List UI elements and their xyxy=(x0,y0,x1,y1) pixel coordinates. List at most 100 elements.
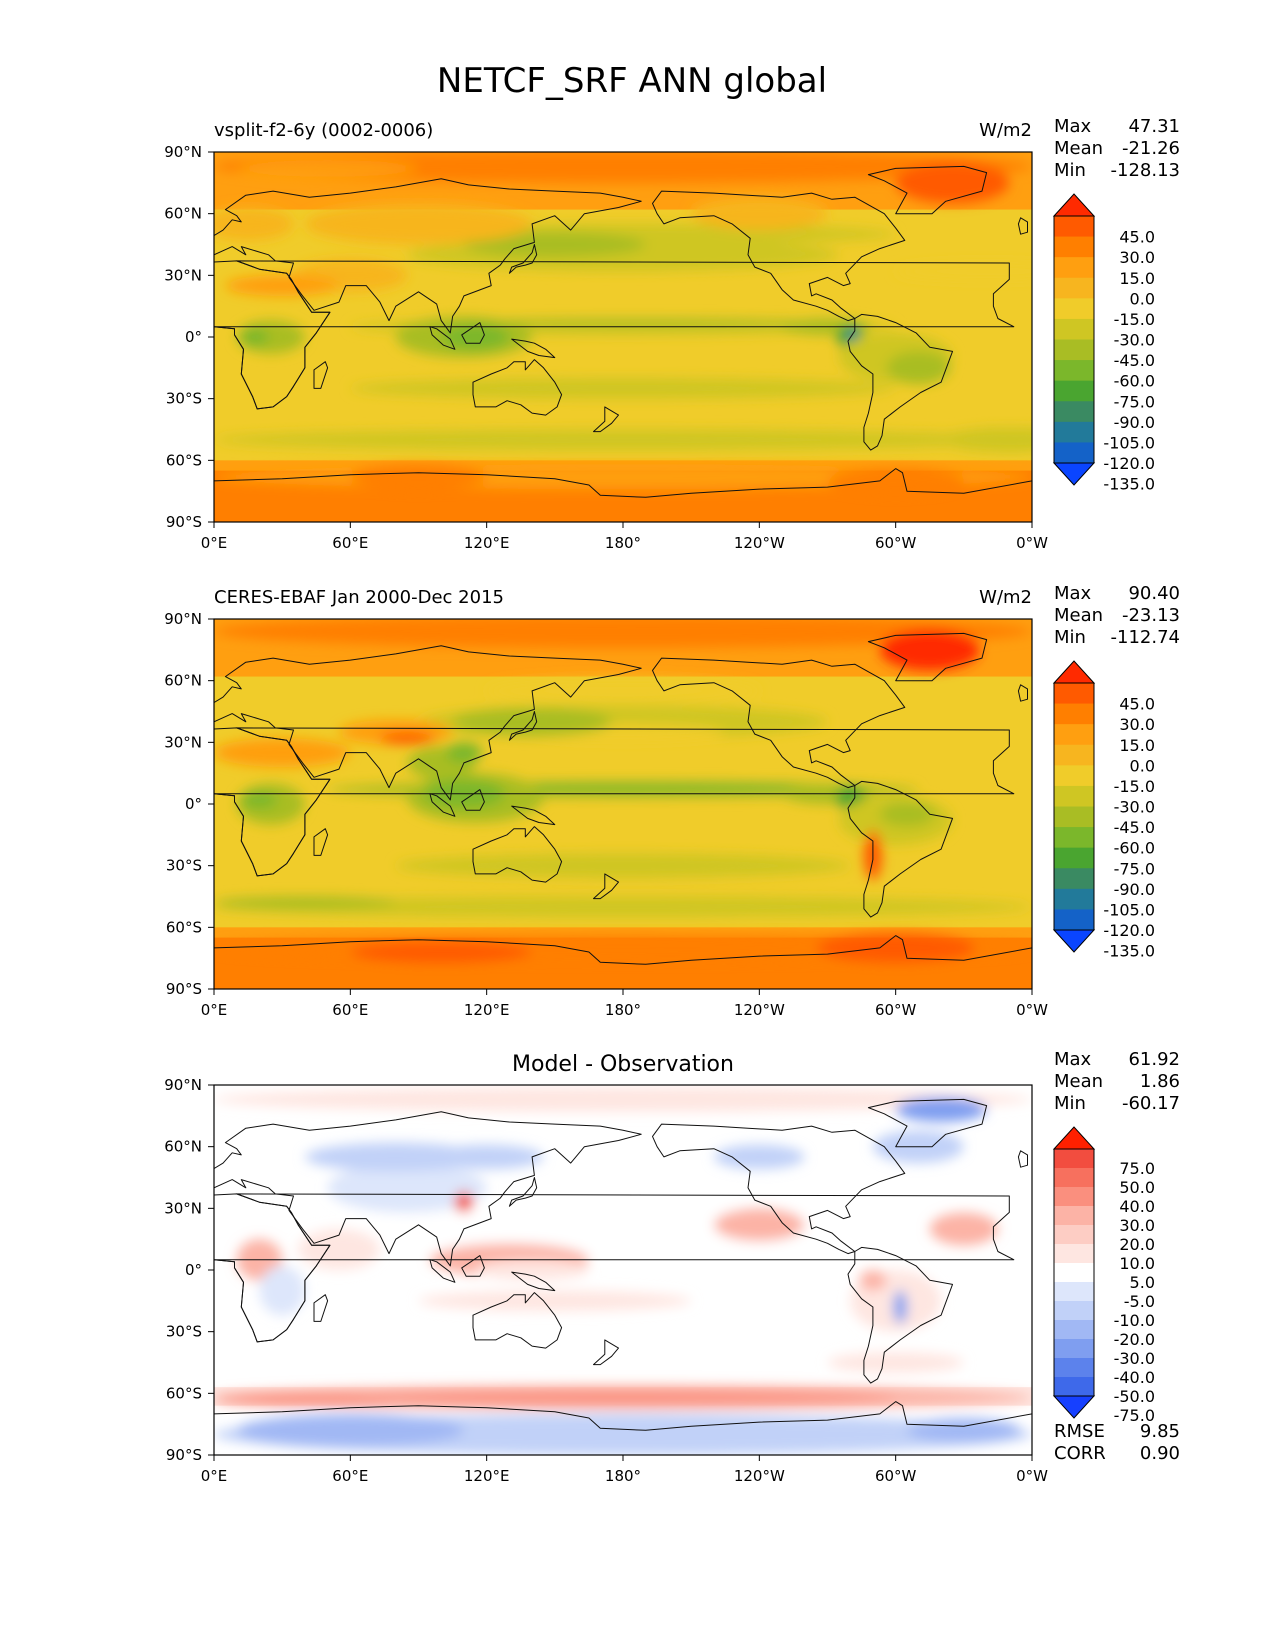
colorbar-extend-min xyxy=(1052,929,1096,953)
x-axis: 0°E 60°E 120°E 180° 120°W 60°W 0°W xyxy=(201,989,1048,1019)
colorbar-tick-label: 5.0 xyxy=(1130,1273,1155,1292)
coastline-madagascar xyxy=(313,828,329,856)
colorbar-extend-max xyxy=(1052,193,1096,217)
colorbar-tick-label: -120.0 xyxy=(1103,454,1155,473)
field-blob xyxy=(895,263,1032,280)
x-tick-label: 0°W xyxy=(1016,534,1048,552)
colorbar-extend-min xyxy=(1052,462,1096,486)
colorbar-tick-label: -30.0 xyxy=(1114,1349,1155,1368)
field-blob xyxy=(236,320,305,354)
coastline-new-zealand xyxy=(593,873,619,900)
extra-stat-label: CORR xyxy=(1054,1443,1106,1464)
y-tick-label: 0° xyxy=(185,328,202,346)
coastline-australia xyxy=(472,359,563,416)
stat-value: 61.92 xyxy=(1128,1049,1180,1070)
colorbar-segment xyxy=(1054,724,1094,746)
colorbar-segment xyxy=(1054,765,1094,787)
stat-value: 90.40 xyxy=(1128,583,1180,604)
field-blob xyxy=(827,1352,964,1373)
colorbar-tick-label: 45.0 xyxy=(1119,228,1155,247)
field-blob xyxy=(713,1144,805,1170)
colorbar-segment xyxy=(1054,257,1094,279)
colorbar-tick-label: -75.0 xyxy=(1114,859,1155,878)
panel-units: W/m2 xyxy=(979,587,1032,608)
x-tick-label: 60°W xyxy=(875,1467,917,1485)
colorbar-tick-label: -15.0 xyxy=(1114,310,1155,329)
colorbar-tick-label: 20.0 xyxy=(1119,1235,1155,1254)
field-blob xyxy=(236,160,419,177)
coastline-australia xyxy=(472,1292,563,1349)
field-blob xyxy=(241,328,269,346)
coastlines xyxy=(214,632,1032,989)
colorbar-tick-label: -30.0 xyxy=(1114,798,1155,817)
colorbar-tick-label: 40.0 xyxy=(1119,1197,1155,1216)
coastlines xyxy=(214,1098,1032,1455)
field-blob xyxy=(475,1259,589,1281)
y-tick-label: 0° xyxy=(185,1261,202,1279)
colorbar-outline xyxy=(1053,215,1095,464)
coastline-borneo xyxy=(461,1255,485,1277)
colorbar-segment xyxy=(1054,1187,1094,1207)
coastline-greenland xyxy=(867,165,988,215)
colorbar-tick-label: -30.0 xyxy=(1114,331,1155,350)
field-blob xyxy=(929,1212,998,1246)
y-tick-label: 90°S xyxy=(166,1446,202,1464)
field-blob xyxy=(445,742,483,763)
colorbar-segment xyxy=(1054,847,1094,869)
panel-units: W/m2 xyxy=(979,120,1032,141)
y-tick-label: 30°S xyxy=(166,1323,202,1341)
field-blob xyxy=(429,1144,544,1170)
x-tick-label: 60°E xyxy=(332,1467,368,1485)
colorbar-tick-label: 30.0 xyxy=(1119,1216,1155,1235)
colorbar-segment xyxy=(1054,1301,1094,1321)
coastline-greenland xyxy=(867,632,988,682)
colorbar-extend-min xyxy=(1052,1395,1096,1419)
stat-value: -23.13 xyxy=(1122,605,1180,626)
colorbar-extend-max xyxy=(1052,660,1096,684)
field-blob xyxy=(350,378,896,399)
colorbar-tick-label: 50.0 xyxy=(1119,1178,1155,1197)
colorbar-tick-label: -105.0 xyxy=(1103,900,1155,919)
stat-value: -21.26 xyxy=(1122,138,1180,159)
field-blob xyxy=(941,427,1032,453)
colorbar-segment xyxy=(1054,868,1094,890)
field-blob xyxy=(236,1413,464,1447)
field-blob xyxy=(350,1204,896,1254)
extra-stat-value: 0.90 xyxy=(1140,1443,1180,1464)
coastline-north-america xyxy=(652,190,906,322)
x-tick-label: 120°W xyxy=(734,534,785,552)
colorbar-segment xyxy=(1054,744,1094,766)
colorbar-segment xyxy=(1054,339,1094,361)
colorbar-tick-label: -120.0 xyxy=(1103,921,1155,940)
map-field xyxy=(214,152,1032,522)
coastline-great-britain xyxy=(1017,684,1028,702)
x-tick-label: 120°E xyxy=(464,1467,510,1485)
field-blob xyxy=(441,324,510,350)
colorbar-tick-label: -75.0 xyxy=(1114,392,1155,411)
coastline-borneo xyxy=(461,789,485,811)
colorbar-tick-label: -75.0 xyxy=(1114,1406,1155,1425)
y-tick-label: 60°N xyxy=(164,672,202,690)
colorbar: 45.030.0 15.00.0 -15.0 -30.0-45.0 -60.0-75.0… xyxy=(1052,193,1155,494)
colorbar-tick-label: 0.0 xyxy=(1130,289,1155,308)
stats-block: Max 90.40 Mean -23.13 Min -112.74 xyxy=(1054,583,1180,648)
coastline-south-america xyxy=(847,313,953,451)
figure-title: NETCF_SRF ANN global xyxy=(437,61,827,101)
coastline-madagascar xyxy=(313,1294,329,1322)
field-blob xyxy=(214,1393,396,1406)
field-blob xyxy=(259,1265,305,1316)
field-blob xyxy=(225,275,339,296)
colorbar-segment xyxy=(1054,236,1094,258)
field-blob xyxy=(241,791,278,809)
y-tick-label: 0° xyxy=(185,795,202,813)
colorbar-tick-label: 15.0 xyxy=(1119,736,1155,755)
stat-value: 47.31 xyxy=(1128,116,1180,137)
x-axis: 0°E 60°E 120°E 180° 120°W 60°W 0°W xyxy=(201,1455,1048,1485)
y-axis: 90°N 60°N 30°N 0° 30°S 60°S 90°S xyxy=(164,143,214,531)
field-blob xyxy=(214,207,294,241)
colorbar-tick-label: 30.0 xyxy=(1119,715,1155,734)
y-tick-label: 30°N xyxy=(164,266,202,284)
field-blob xyxy=(379,732,435,745)
colorbar-tick-label: -10.0 xyxy=(1114,1311,1155,1330)
field-blob xyxy=(214,619,1032,648)
